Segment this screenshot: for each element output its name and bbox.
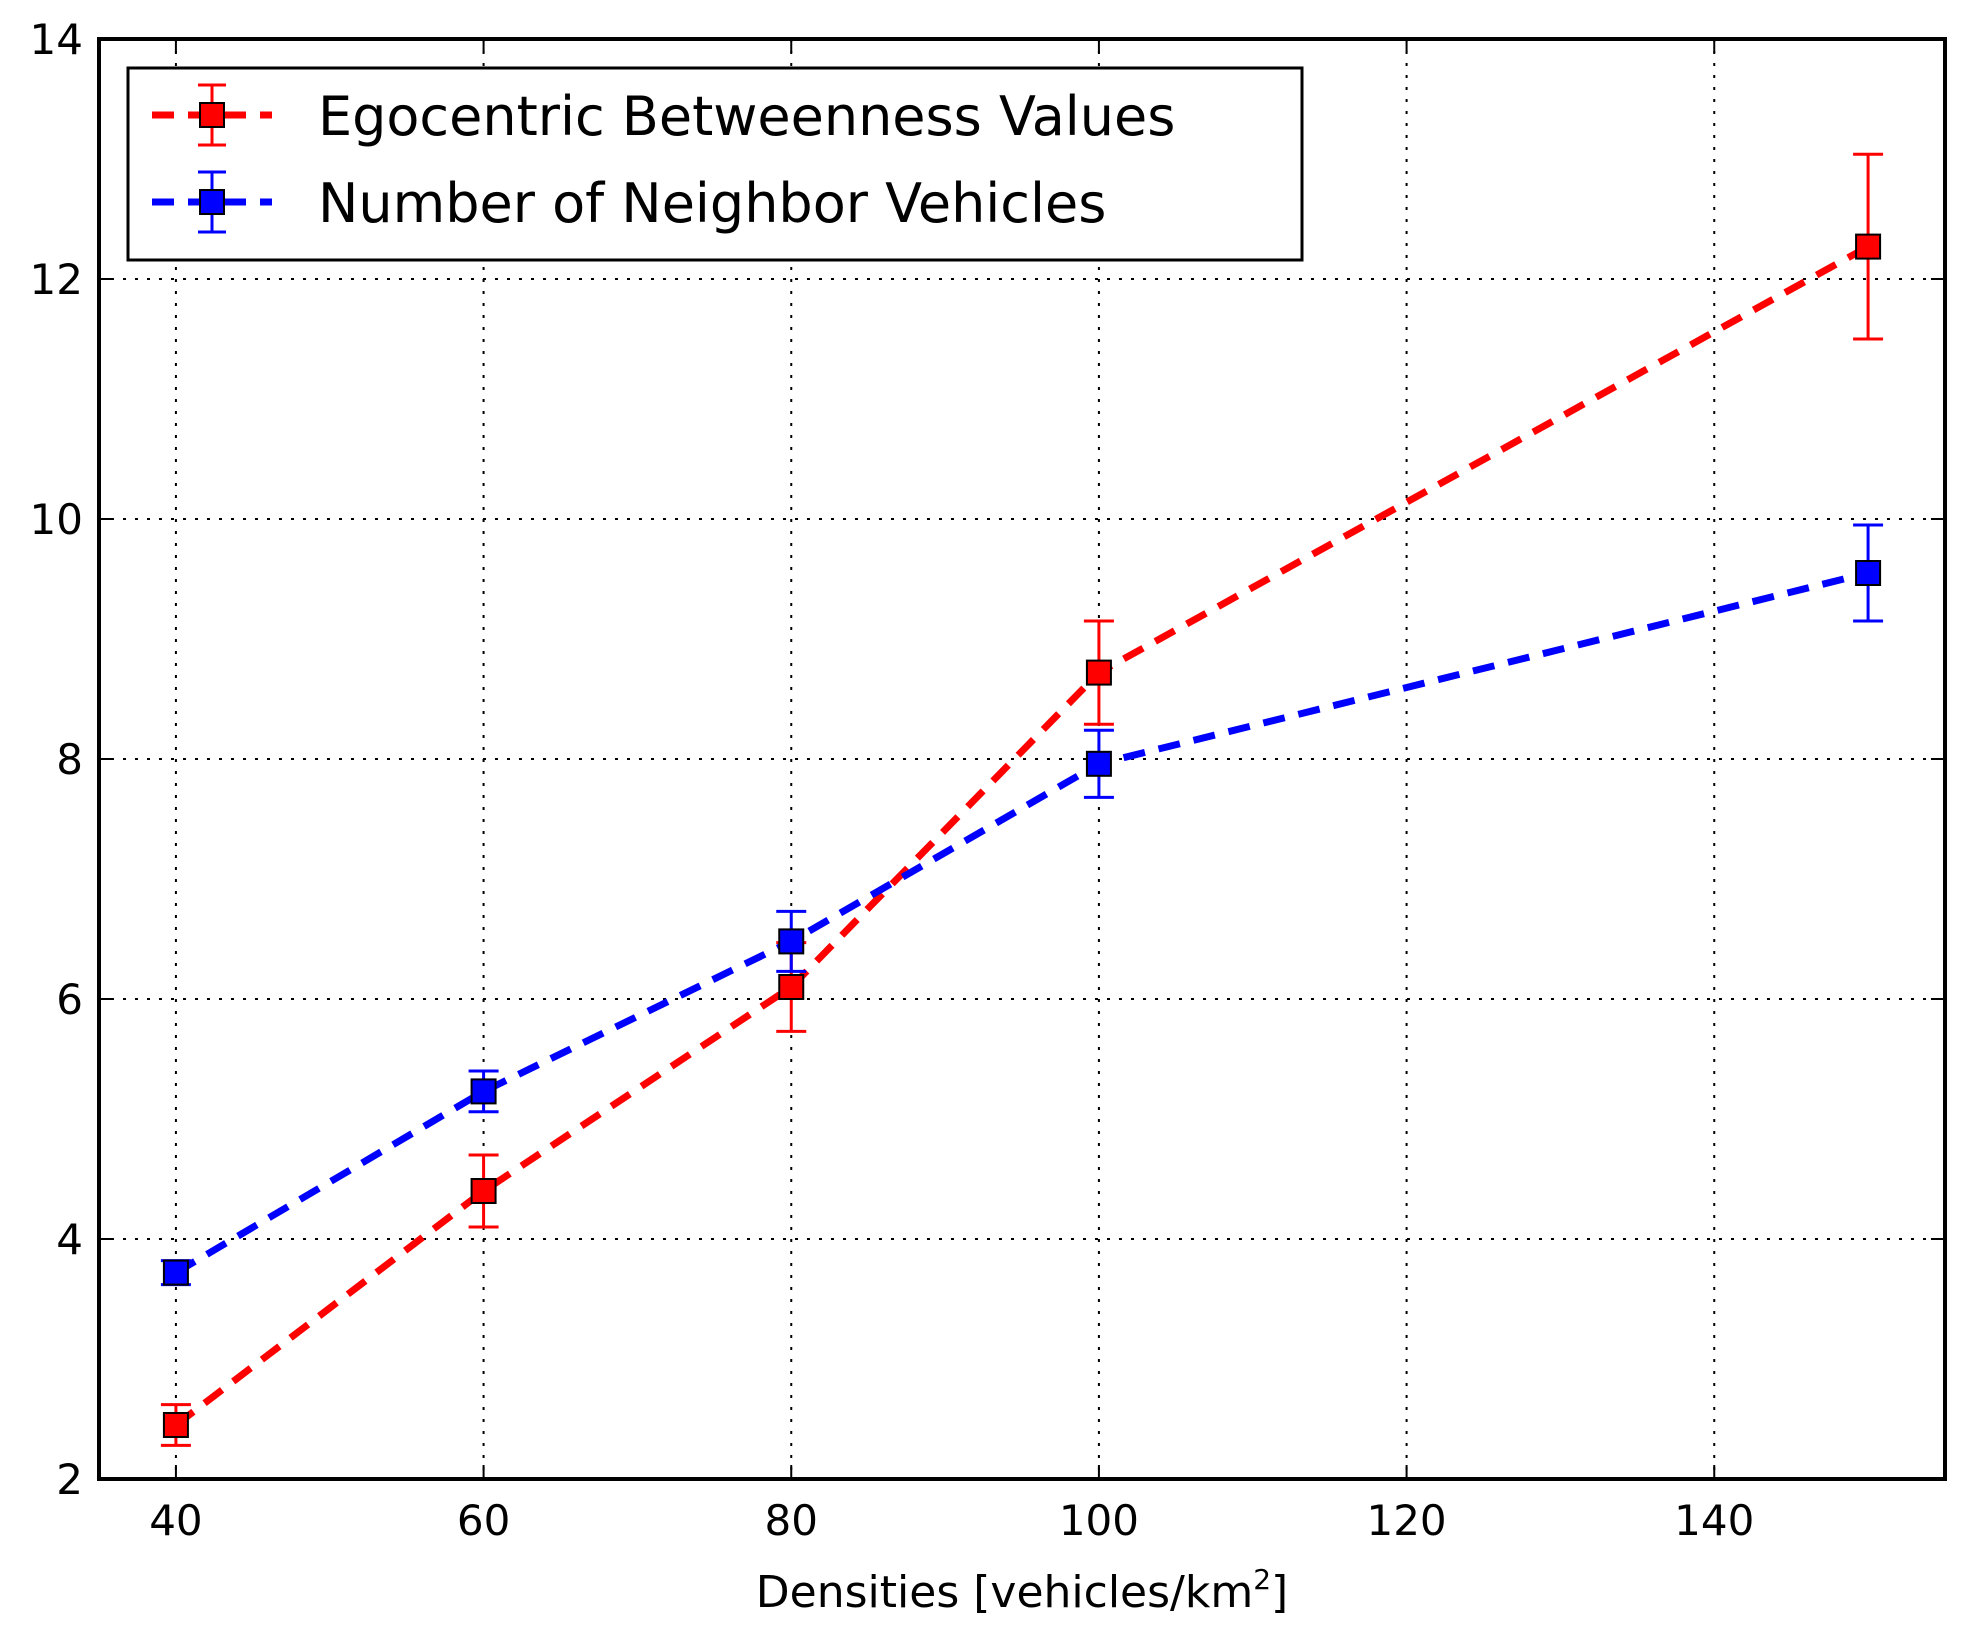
legend-label-neighbor-vehicles: Number of Neighbor Vehicles — [318, 172, 1106, 235]
data-point — [470, 1078, 497, 1105]
x-tick-label: 120 — [1366, 1496, 1446, 1545]
x-tick-label: 100 — [1059, 1496, 1139, 1545]
y-tick-label: 2 — [56, 1455, 83, 1504]
series-line — [173, 243, 1870, 1428]
y-tick-label: 12 — [30, 255, 83, 304]
series-1 — [160, 523, 1884, 1287]
data-point — [778, 928, 805, 955]
y-tick-label: 14 — [30, 15, 83, 64]
legend-label-egocentric-betweenness: Egocentric Betweenness Values — [318, 85, 1175, 148]
x-axis-title: Densities [vehicles/km2] — [756, 1563, 1288, 1618]
ticks: 40 60 80 100 120 140 2 4 6 8 10 12 14 — [30, 15, 1945, 1545]
legend-box — [126, 66, 1304, 262]
data-point — [1085, 750, 1112, 777]
data-point — [1855, 560, 1882, 586]
y-tick-label: 4 — [56, 1215, 83, 1264]
y-tick-label: 6 — [56, 975, 83, 1024]
legend-entry-egocentric-betweenness: Egocentric Betweenness Values — [152, 83, 1175, 148]
legend-marker-neighbor-vehicles — [199, 189, 225, 215]
y-tick-label: 8 — [56, 735, 83, 784]
x-axis-title-superscript: 2 — [1253, 1563, 1271, 1596]
data-point — [162, 1412, 189, 1438]
data-point — [778, 974, 805, 1000]
x-tick-label: 140 — [1674, 1496, 1754, 1545]
data-point — [1855, 233, 1882, 260]
series-0 — [160, 152, 1884, 1447]
x-tick-label: 40 — [149, 1496, 202, 1545]
x-tick-label: 60 — [457, 1496, 510, 1545]
data-point — [1085, 659, 1112, 686]
y-tick-label: 10 — [30, 495, 83, 544]
x-axis-title-main: Densities [vehicles/km — [756, 1567, 1253, 1618]
x-axis-title-suffix: ] — [1271, 1567, 1288, 1618]
data-point — [470, 1178, 497, 1204]
series-layer — [160, 152, 1884, 1447]
x-tick-label: 80 — [765, 1496, 818, 1545]
legend-marker-egocentric-betweenness — [199, 102, 225, 128]
data-point — [162, 1259, 189, 1286]
legend: Egocentric Betweenness Values Number of … — [126, 66, 1304, 262]
legend-entry-neighbor-vehicles: Number of Neighbor Vehicles — [152, 170, 1106, 235]
